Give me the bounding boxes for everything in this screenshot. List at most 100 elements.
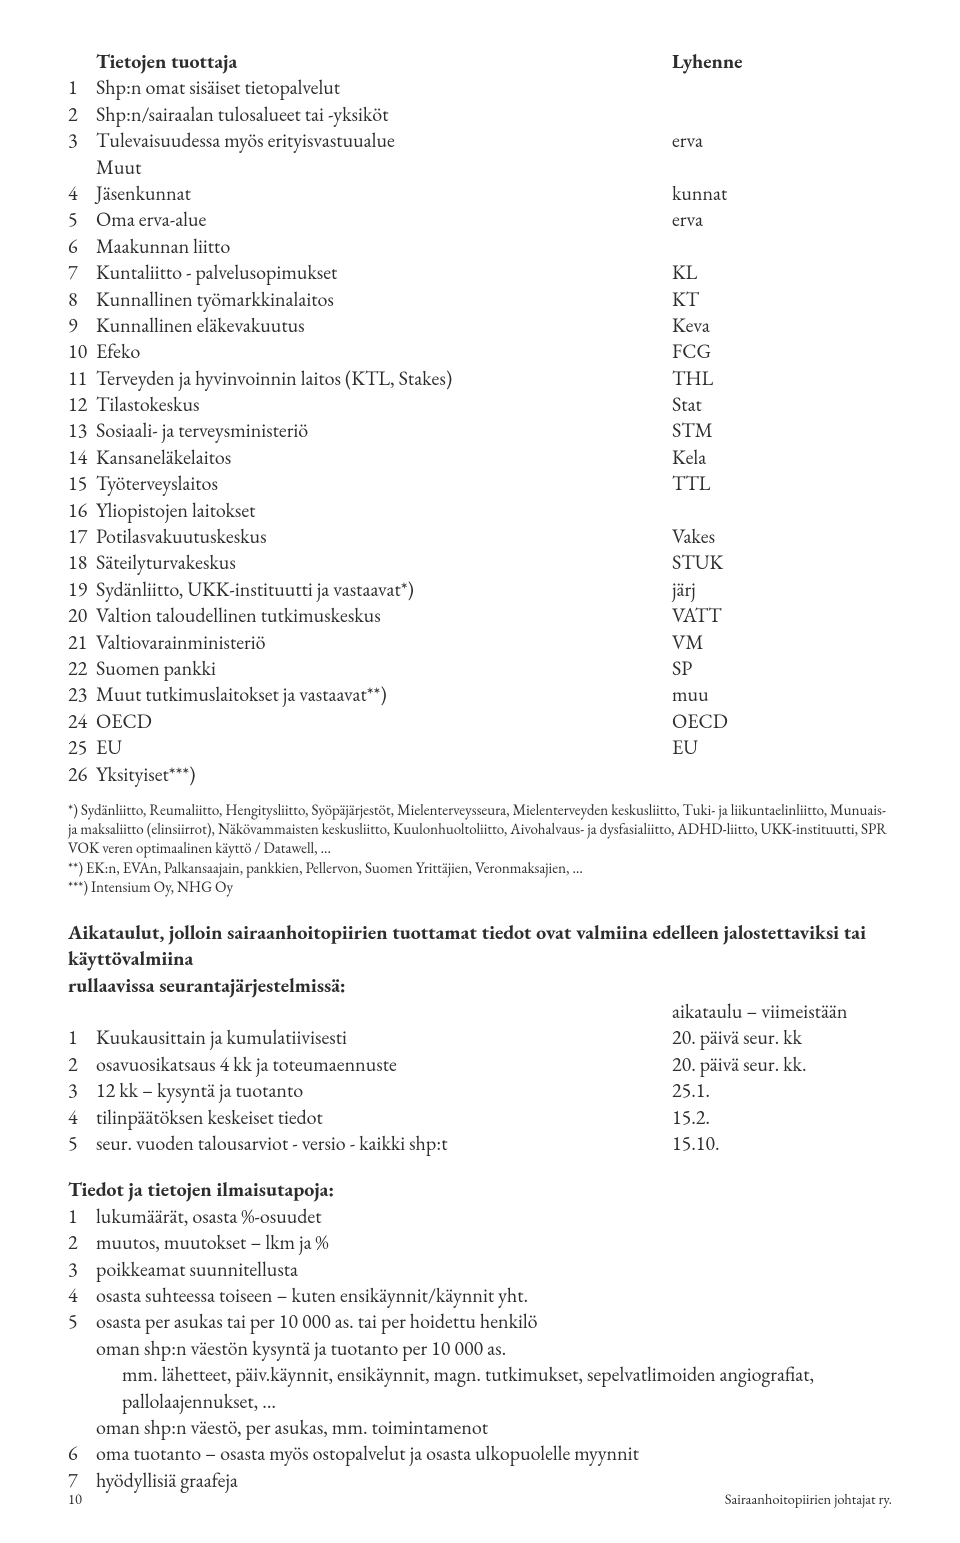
- row-num: 24: [68, 708, 96, 734]
- row-num: 4: [68, 1282, 96, 1308]
- table-row: 2Shp:n/sairaalan tulosalueet tai -yksikö…: [68, 101, 892, 127]
- row-num: 9: [68, 312, 96, 338]
- row-desc: Yksityiset***): [96, 761, 672, 787]
- table-row: 26Yksityiset***): [68, 761, 892, 787]
- footer-right: Sairaanhoitopiirien johtajat ry.: [725, 1490, 892, 1509]
- page-footer: 10 Sairaanhoitopiirien johtajat ry.: [68, 1490, 892, 1509]
- row-num: 7: [68, 259, 96, 285]
- table-row: 2muutos, muutokset – lkm ja %: [68, 1229, 892, 1255]
- row-abbr: THL: [672, 365, 892, 391]
- producers-top: 1Shp:n omat sisäiset tietopalvelut2Shp:n…: [68, 74, 892, 153]
- muut-row: Muut: [68, 154, 892, 180]
- table-row: 312 kk – kysyntä ja tuotanto25.1.: [68, 1077, 892, 1103]
- table-row: 18SäteilyturvakeskusSTUK: [68, 549, 892, 575]
- row-num: 6: [68, 233, 96, 259]
- row-num: 12: [68, 391, 96, 417]
- row-num: 2: [68, 101, 96, 127]
- table-row: 10EfekoFCG: [68, 338, 892, 364]
- table-row: 6Maakunnan liitto: [68, 233, 892, 259]
- row-abbr: erva: [672, 127, 892, 153]
- row-desc: oma tuotanto – osasta myös ostopalvelut …: [96, 1440, 892, 1466]
- row-abbr: STUK: [672, 549, 892, 575]
- table-row: 1Shp:n omat sisäiset tietopalvelut: [68, 74, 892, 100]
- row-desc: Kuntaliitto - palvelusopimukset: [96, 259, 672, 285]
- blank: [68, 998, 96, 1024]
- row-num: 8: [68, 286, 96, 312]
- row-desc: tilinpäätöksen keskeiset tiedot: [96, 1104, 672, 1130]
- table-row: 16Yliopistojen laitokset: [68, 497, 892, 523]
- row-desc: Oma erva-alue: [96, 206, 672, 232]
- row-desc: osasta suhteessa toiseen – kuten ensikäy…: [96, 1282, 892, 1308]
- blank: [68, 1414, 96, 1440]
- row-abbr: [672, 233, 892, 259]
- schedule-col-label: aikataulu – viimeistään: [672, 998, 892, 1024]
- producers-rest: 4Jäsenkunnatkunnat5Oma erva-alueerva6Maa…: [68, 180, 892, 787]
- row-desc: Kansaneläkelaitos: [96, 444, 672, 470]
- row-desc: Muut tutkimuslaitokset ja vastaavat**): [96, 681, 672, 707]
- table-row: 20Valtion taloudellinen tutkimuskeskusVA…: [68, 602, 892, 628]
- row-num: 1: [68, 74, 96, 100]
- row-desc: Jäsenkunnat: [96, 180, 672, 206]
- row-desc: poikkeamat suunnitellusta: [96, 1256, 892, 1282]
- row-desc: Kunnallinen työmarkkinalaitos: [96, 286, 672, 312]
- row-desc: Shp:n/sairaalan tulosalueet tai -yksiköt: [96, 101, 672, 127]
- table-row: 5seur. vuoden talousarviot - versio - ka…: [68, 1130, 892, 1156]
- row-desc: Yliopistojen laitokset: [96, 497, 672, 523]
- table-row: 17PotilasvakuutuskeskusVakes: [68, 523, 892, 549]
- row-num: 26: [68, 761, 96, 787]
- table-row: 4osasta suhteessa toiseen – kuten ensikä…: [68, 1282, 892, 1308]
- row-desc: Tulevaisuudessa myös erityisvastuualue: [96, 127, 672, 153]
- row-num: 23: [68, 681, 96, 707]
- schedule-heading-2: rullaavissa seurantajärjestelmissä:: [68, 972, 892, 998]
- row-num: 2: [68, 1051, 96, 1077]
- row-num: 15: [68, 470, 96, 496]
- row-abbr: Vakes: [672, 523, 892, 549]
- row-num: 5: [68, 206, 96, 232]
- row-num: 17: [68, 523, 96, 549]
- row-desc: Valtion taloudellinen tutkimuskeskus: [96, 602, 672, 628]
- row-num: 20: [68, 602, 96, 628]
- header-left: Tietojen tuottaja: [96, 48, 672, 74]
- page-number: 10: [68, 1490, 82, 1509]
- row-abbr: kunnat: [672, 180, 892, 206]
- row-num: 22: [68, 655, 96, 681]
- footnote-line: *) Sydänliitto, Reumaliitto, Hengityslii…: [68, 801, 892, 859]
- row-num: 3: [68, 127, 96, 153]
- row-abbr: VATT: [672, 602, 892, 628]
- blank: [68, 154, 96, 180]
- row-desc: Sydänliitto, UKK-instituutti ja vastaava…: [96, 576, 672, 602]
- row-desc: Sosiaali- ja terveysministeriö: [96, 417, 672, 443]
- row-desc: Suomen pankki: [96, 655, 672, 681]
- header-right: Lyhenne: [672, 48, 892, 74]
- row-abbr: EU: [672, 734, 892, 760]
- expr-item5-l1: osasta per asukas tai per 10 000 as. tai…: [96, 1308, 892, 1334]
- row-num: 21: [68, 629, 96, 655]
- row-abbr: 15.10.: [672, 1130, 892, 1156]
- row-abbr: OECD: [672, 708, 892, 734]
- row-num: 18: [68, 549, 96, 575]
- table-row: 3Tulevaisuudessa myös erityisvastuualuee…: [68, 127, 892, 153]
- row-abbr: Stat: [672, 391, 892, 417]
- row-desc: Kuukausittain ja kumulatiivisesti: [96, 1024, 672, 1050]
- blank: [68, 48, 96, 74]
- row-desc: Työterveyslaitos: [96, 470, 672, 496]
- table-row: 1Kuukausittain ja kumulatiivisesti20. pä…: [68, 1024, 892, 1050]
- table-row: 8Kunnallinen työmarkkinalaitosKT: [68, 286, 892, 312]
- row-desc: muutos, muutokset – lkm ja %: [96, 1229, 892, 1255]
- row-desc: Tilastokeskus: [96, 391, 672, 417]
- row-desc: OECD: [96, 708, 672, 734]
- table-row: 7Kuntaliitto - palvelusopimuksetKL: [68, 259, 892, 285]
- row-num: 3: [68, 1077, 96, 1103]
- row-abbr: [672, 761, 892, 787]
- row-desc: 12 kk – kysyntä ja tuotanto: [96, 1077, 672, 1103]
- row-abbr: 15.2.: [672, 1104, 892, 1130]
- table-row: 13Sosiaali- ja terveysministeriöSTM: [68, 417, 892, 443]
- table-row: 12TilastokeskusStat: [68, 391, 892, 417]
- table-row: 23Muut tutkimuslaitokset ja vastaavat**)…: [68, 681, 892, 707]
- row-abbr: [672, 74, 892, 100]
- expr-items: 1lukumäärät, osasta %-osuudet2muutos, mu…: [68, 1203, 892, 1309]
- row-abbr: Kela: [672, 444, 892, 470]
- row-abbr: [672, 101, 892, 127]
- expr-item5-l2: oman shp:n väestön kysyntä ja tuotanto p…: [96, 1335, 892, 1361]
- table-row: 21ValtiovarainministeriöVM: [68, 629, 892, 655]
